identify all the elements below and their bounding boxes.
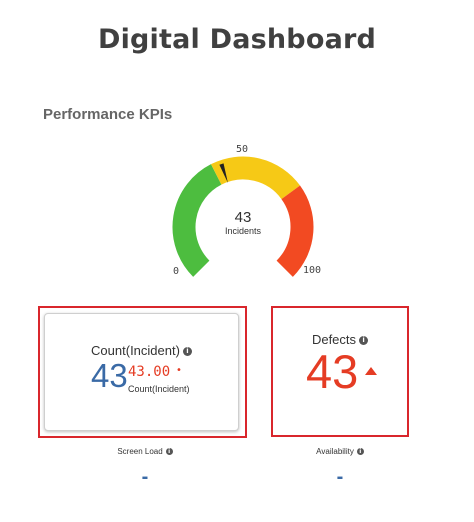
- incidents-gauge[interactable]: 43 Incidents 0 50 100: [160, 140, 330, 285]
- count-incident-card[interactable]: [44, 313, 239, 431]
- count-incident-secondary-label: Count(Incident): [128, 384, 190, 394]
- defects-title: Defects i: [271, 332, 409, 347]
- count-incident-secondary-value: 43.00: [128, 364, 171, 380]
- gauge-min-label: 0: [173, 266, 179, 277]
- gauge-mid-label: 50: [236, 144, 248, 155]
- gauge-caption: Incidents: [225, 226, 262, 236]
- screen-load-label: Screen Load i: [90, 447, 200, 456]
- gauge-needle: [219, 163, 228, 184]
- defects-card[interactable]: [271, 306, 409, 437]
- page-title: Digital Dashboard: [97, 24, 377, 55]
- defects-title-text: Defects: [311, 332, 357, 347]
- gauge-band-1: [172, 164, 222, 277]
- availability-label-text: Availability: [316, 447, 354, 456]
- info-icon[interactable]: i: [182, 347, 192, 357]
- gauge-band-2: [211, 156, 301, 200]
- defects-value: 43: [306, 345, 359, 398]
- section-title: Performance KPIs: [43, 106, 173, 123]
- info-icon[interactable]: i: [359, 336, 369, 346]
- availability-label: Availability i: [285, 447, 395, 456]
- screen-load-label-text: Screen Load: [117, 447, 163, 456]
- gauge-value: 43: [235, 209, 252, 226]
- count-incident-main-value: 43: [91, 357, 128, 394]
- availability-value: -: [336, 466, 344, 488]
- up-arrow-icon: [365, 367, 377, 375]
- count-incident-highlight: [38, 306, 247, 438]
- info-icon[interactable]: i: [165, 448, 173, 456]
- trend-dot-icon: •: [176, 365, 182, 376]
- count-incident-title-text: Count(Incident): [91, 343, 180, 358]
- count-incident-title: Count(Incident) i: [44, 343, 239, 358]
- gauge-band-3: [276, 185, 314, 277]
- screen-load-value: -: [141, 466, 149, 488]
- info-icon[interactable]: i: [356, 448, 364, 456]
- gauge-bands: [172, 156, 314, 277]
- gauge-max-label: 100: [303, 265, 321, 276]
